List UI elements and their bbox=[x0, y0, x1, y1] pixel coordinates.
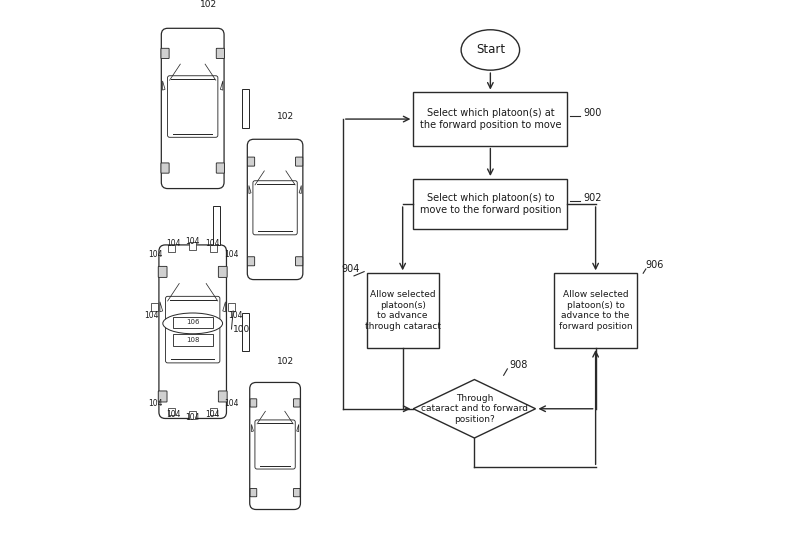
Text: 902: 902 bbox=[583, 194, 602, 203]
Text: Select which platoon(s) to
move to the forward position: Select which platoon(s) to move to the f… bbox=[420, 194, 561, 215]
FancyBboxPatch shape bbox=[216, 49, 225, 59]
Ellipse shape bbox=[163, 313, 222, 334]
Polygon shape bbox=[249, 185, 251, 194]
FancyBboxPatch shape bbox=[295, 257, 302, 266]
FancyBboxPatch shape bbox=[213, 206, 220, 245]
Text: 104: 104 bbox=[224, 399, 238, 408]
Text: 104: 104 bbox=[166, 410, 180, 419]
Text: 104: 104 bbox=[148, 250, 162, 259]
FancyBboxPatch shape bbox=[216, 163, 225, 173]
Text: 108: 108 bbox=[186, 337, 199, 343]
Text: 100: 100 bbox=[233, 324, 250, 334]
FancyBboxPatch shape bbox=[242, 313, 250, 351]
FancyBboxPatch shape bbox=[414, 179, 567, 230]
Text: 104: 104 bbox=[144, 311, 158, 320]
FancyBboxPatch shape bbox=[190, 411, 196, 419]
FancyBboxPatch shape bbox=[250, 488, 257, 497]
Polygon shape bbox=[162, 81, 165, 90]
Text: 900: 900 bbox=[583, 108, 602, 119]
Text: 104: 104 bbox=[148, 399, 162, 408]
FancyBboxPatch shape bbox=[218, 266, 227, 278]
FancyBboxPatch shape bbox=[294, 399, 300, 407]
Polygon shape bbox=[160, 302, 162, 312]
FancyBboxPatch shape bbox=[168, 407, 175, 415]
FancyBboxPatch shape bbox=[168, 245, 175, 252]
FancyBboxPatch shape bbox=[554, 273, 637, 348]
Text: Select which platoon(s) at
the forward position to move: Select which platoon(s) at the forward p… bbox=[420, 108, 561, 130]
FancyBboxPatch shape bbox=[210, 245, 218, 252]
FancyBboxPatch shape bbox=[414, 93, 567, 146]
FancyBboxPatch shape bbox=[250, 383, 301, 509]
Text: 104: 104 bbox=[228, 311, 242, 320]
FancyBboxPatch shape bbox=[295, 157, 302, 166]
FancyBboxPatch shape bbox=[161, 163, 169, 173]
Text: 104: 104 bbox=[186, 413, 200, 422]
FancyBboxPatch shape bbox=[228, 303, 234, 310]
FancyBboxPatch shape bbox=[242, 89, 250, 128]
FancyBboxPatch shape bbox=[150, 303, 158, 310]
Text: 904: 904 bbox=[342, 264, 360, 274]
FancyBboxPatch shape bbox=[161, 49, 169, 59]
Text: 102: 102 bbox=[277, 357, 294, 366]
FancyBboxPatch shape bbox=[162, 29, 224, 189]
FancyBboxPatch shape bbox=[167, 76, 218, 137]
FancyBboxPatch shape bbox=[173, 334, 213, 346]
FancyBboxPatch shape bbox=[366, 273, 438, 348]
FancyBboxPatch shape bbox=[190, 243, 196, 250]
Text: 104: 104 bbox=[206, 410, 220, 419]
Polygon shape bbox=[251, 424, 254, 432]
Polygon shape bbox=[299, 185, 302, 194]
FancyBboxPatch shape bbox=[247, 257, 254, 266]
Text: 102: 102 bbox=[200, 1, 218, 10]
Text: Through
cataract and to forward
position?: Through cataract and to forward position… bbox=[421, 394, 528, 424]
FancyBboxPatch shape bbox=[253, 181, 298, 235]
Polygon shape bbox=[297, 424, 298, 432]
FancyBboxPatch shape bbox=[255, 420, 295, 469]
Text: 908: 908 bbox=[509, 360, 527, 370]
Text: 104: 104 bbox=[224, 250, 238, 259]
FancyBboxPatch shape bbox=[166, 296, 220, 363]
Text: Allow selected
platoon(s) to
advance to the
forward position: Allow selected platoon(s) to advance to … bbox=[559, 291, 633, 330]
FancyBboxPatch shape bbox=[247, 139, 303, 280]
Text: 106: 106 bbox=[186, 319, 199, 325]
Ellipse shape bbox=[461, 30, 520, 70]
Text: Allow selected
platoon(s)
to advance
through cataract: Allow selected platoon(s) to advance thr… bbox=[365, 291, 441, 330]
Polygon shape bbox=[414, 379, 535, 438]
FancyBboxPatch shape bbox=[173, 317, 213, 328]
FancyBboxPatch shape bbox=[250, 399, 257, 407]
Text: 104: 104 bbox=[166, 239, 180, 248]
Text: 906: 906 bbox=[646, 260, 664, 271]
Text: 102: 102 bbox=[277, 112, 294, 121]
Text: Start: Start bbox=[476, 44, 505, 57]
FancyBboxPatch shape bbox=[159, 245, 226, 418]
FancyBboxPatch shape bbox=[158, 266, 167, 278]
Text: 104: 104 bbox=[206, 239, 220, 248]
Text: 104: 104 bbox=[186, 237, 200, 246]
FancyBboxPatch shape bbox=[218, 391, 227, 402]
Polygon shape bbox=[222, 302, 226, 312]
FancyBboxPatch shape bbox=[294, 488, 300, 497]
FancyBboxPatch shape bbox=[158, 391, 167, 402]
FancyBboxPatch shape bbox=[210, 407, 218, 415]
FancyBboxPatch shape bbox=[247, 157, 254, 166]
Polygon shape bbox=[220, 81, 223, 90]
